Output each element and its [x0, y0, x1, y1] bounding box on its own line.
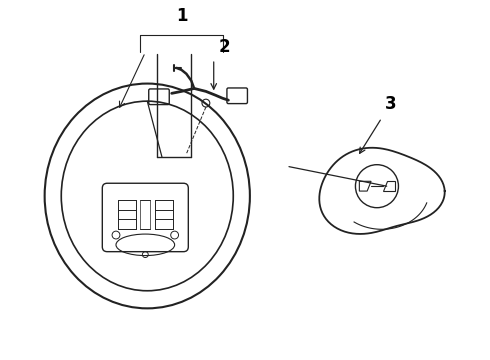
Text: 3: 3	[385, 95, 396, 113]
Text: 1: 1	[176, 7, 187, 25]
Text: 2: 2	[219, 38, 230, 56]
Polygon shape	[359, 181, 371, 191]
Polygon shape	[383, 181, 394, 191]
